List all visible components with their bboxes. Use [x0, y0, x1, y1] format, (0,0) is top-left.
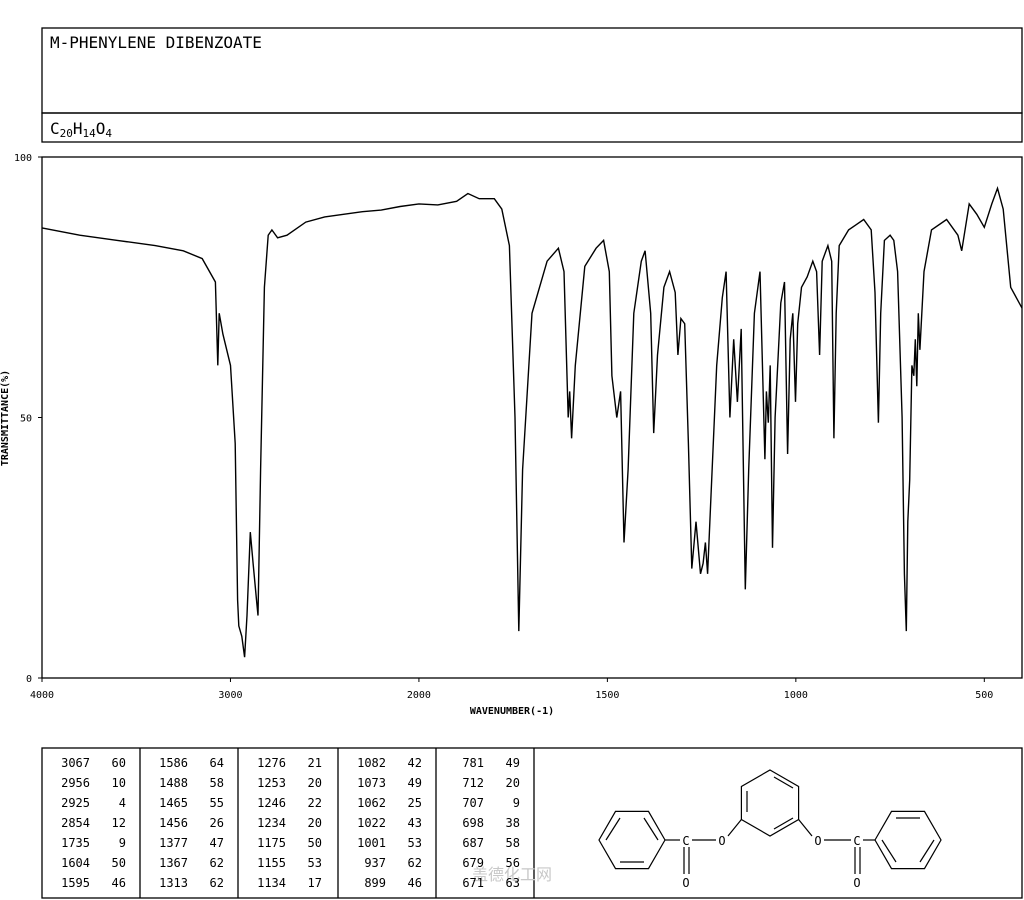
peak-wavenumber: 1586: [159, 756, 188, 770]
y-tick-label: 0: [26, 674, 32, 685]
peak-transmittance: 50: [308, 836, 322, 850]
peak-transmittance: 58: [506, 836, 520, 850]
peak-transmittance: 64: [210, 756, 224, 770]
atom-label: O: [718, 834, 725, 848]
peak-wavenumber: 698: [462, 816, 484, 830]
spectrum-line: [41, 185, 1023, 658]
peak-transmittance: 46: [112, 876, 126, 890]
peak-wavenumber: 899: [364, 876, 386, 890]
peak-transmittance: 21: [308, 756, 322, 770]
peak-wavenumber: 937: [364, 856, 386, 870]
compound-name: M-PHENYLENE DIBENZOATE: [50, 33, 262, 52]
peak-transmittance: 10: [112, 776, 126, 790]
x-tick-label: 2000: [407, 690, 431, 701]
x-tick-label: 1000: [784, 690, 808, 701]
peak-wavenumber: 1062: [357, 796, 386, 810]
peak-wavenumber: 1234: [257, 816, 286, 830]
peak-wavenumber: 2854: [61, 816, 90, 830]
peak-wavenumber: 1073: [357, 776, 386, 790]
x-tick-label: 3000: [218, 690, 242, 701]
peak-transmittance: 25: [408, 796, 422, 810]
peak-transmittance: 9: [119, 836, 126, 850]
peak-transmittance: 55: [210, 796, 224, 810]
x-axis-label: WAVENUMBER(-1): [470, 706, 554, 717]
atom-label: C: [682, 834, 689, 848]
peak-transmittance: 63: [506, 876, 520, 890]
x-tick-label: 1500: [595, 690, 619, 701]
peak-wavenumber: 1175: [257, 836, 286, 850]
peak-wavenumber: 781: [462, 756, 484, 770]
peak-transmittance: 56: [506, 856, 520, 870]
peak-transmittance: 53: [408, 836, 422, 850]
peak-wavenumber: 1456: [159, 816, 188, 830]
peak-transmittance: 26: [210, 816, 224, 830]
peak-transmittance: 20: [506, 776, 520, 790]
y-tick-label: 100: [14, 153, 32, 164]
peak-wavenumber: 1465: [159, 796, 188, 810]
formula-box: [41, 112, 1023, 143]
peak-wavenumber: 1367: [159, 856, 188, 870]
peak-wavenumber: 1276: [257, 756, 286, 770]
peak-transmittance: 4: [119, 796, 126, 810]
peak-wavenumber: 1134: [257, 876, 286, 890]
atom-label: O: [814, 834, 821, 848]
peak-wavenumber: 671: [462, 876, 484, 890]
peak-transmittance: 20: [308, 776, 322, 790]
y-axis-label: TRANSMITTANCE(%): [0, 370, 11, 466]
peak-transmittance: 62: [210, 856, 224, 870]
table-dividers: [139, 748, 535, 898]
peak-wavenumber: 1488: [159, 776, 188, 790]
peak-transmittance: 47: [210, 836, 224, 850]
peak-wavenumber: 1377: [159, 836, 188, 850]
peak-wavenumber: 1082: [357, 756, 386, 770]
structure: [598, 769, 942, 874]
peak-wavenumber: 2956: [61, 776, 90, 790]
peak-transmittance: 62: [408, 856, 422, 870]
peak-wavenumber: 1604: [61, 856, 90, 870]
peak-wavenumber: 1001: [357, 836, 386, 850]
peak-wavenumber: 3067: [61, 756, 90, 770]
peak-transmittance: 38: [506, 816, 520, 830]
plot-frame: [41, 156, 1023, 679]
peak-transmittance: 60: [112, 756, 126, 770]
peak-transmittance: 58: [210, 776, 224, 790]
peak-transmittance: 46: [408, 876, 422, 890]
peak-transmittance: 12: [112, 816, 126, 830]
atom-label: O: [853, 876, 860, 890]
formula: C20H14O4: [50, 119, 112, 140]
peak-wavenumber: 712: [462, 776, 484, 790]
peak-wavenumber: 1735: [61, 836, 90, 850]
peak-transmittance: 20: [308, 816, 322, 830]
peak-wavenumber: 2925: [61, 796, 90, 810]
peak-transmittance: 42: [408, 756, 422, 770]
peak-transmittance: 53: [308, 856, 322, 870]
peak-transmittance: 49: [506, 756, 520, 770]
peak-transmittance: 17: [308, 876, 322, 890]
atom-label: O: [682, 876, 689, 890]
atom-label: C: [853, 834, 860, 848]
peak-wavenumber: 1022: [357, 816, 386, 830]
peak-wavenumber: 1253: [257, 776, 286, 790]
peak-wavenumber: 1155: [257, 856, 286, 870]
peak-wavenumber: 1595: [61, 876, 90, 890]
peak-table: [41, 747, 1023, 899]
watermark: 盖德化工网: [472, 865, 552, 884]
y-tick-label: 50: [20, 414, 32, 425]
peak-transmittance: 50: [112, 856, 126, 870]
peak-wavenumber: 679: [462, 856, 484, 870]
peak-transmittance: 9: [513, 796, 520, 810]
peak-wavenumber: 687: [462, 836, 484, 850]
peak-transmittance: 22: [308, 796, 322, 810]
peak-transmittance: 49: [408, 776, 422, 790]
peak-wavenumber: 1246: [257, 796, 286, 810]
peak-wavenumber: 707: [462, 796, 484, 810]
x-tick-label: 4000: [30, 690, 54, 701]
peak-transmittance: 62: [210, 876, 224, 890]
x-tick-label: 500: [975, 690, 993, 701]
peak-transmittance: 43: [408, 816, 422, 830]
peak-wavenumber: 1313: [159, 876, 188, 890]
